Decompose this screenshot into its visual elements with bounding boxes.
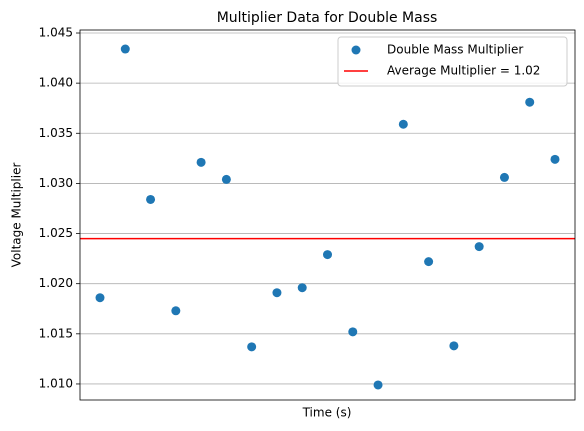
point bbox=[297, 283, 307, 293]
y-tick-label: 1.045 bbox=[39, 26, 73, 40]
point bbox=[550, 154, 560, 164]
y-tick-label: 1.015 bbox=[39, 326, 73, 340]
legend-label: Average Multiplier = 1.02 bbox=[387, 64, 540, 78]
point bbox=[120, 44, 130, 54]
y-tick-label: 1.010 bbox=[39, 376, 73, 390]
point bbox=[373, 380, 383, 390]
point bbox=[525, 97, 535, 107]
point bbox=[348, 327, 358, 337]
point bbox=[398, 119, 408, 129]
point bbox=[146, 194, 156, 204]
y-axis-label: Voltage Multiplier bbox=[10, 163, 24, 268]
point bbox=[323, 250, 332, 260]
point bbox=[272, 288, 282, 298]
axes-frame bbox=[79, 29, 576, 401]
point bbox=[247, 342, 257, 352]
chart-title: Multiplier Data for Double Mass bbox=[217, 10, 438, 26]
point bbox=[95, 293, 105, 303]
y-tick-label: 1.020 bbox=[39, 276, 73, 290]
legend-label: Double Mass Multiplier bbox=[387, 43, 523, 57]
legend-marker bbox=[351, 45, 361, 55]
y-tick-label: 1.035 bbox=[39, 126, 73, 140]
y-tick-label: 1.030 bbox=[39, 176, 73, 190]
point bbox=[196, 157, 206, 167]
y-tick-label: 1.040 bbox=[39, 76, 73, 90]
point bbox=[424, 257, 434, 267]
legend-box bbox=[337, 36, 568, 87]
point bbox=[221, 174, 231, 184]
y-tick-label: 1.025 bbox=[39, 226, 73, 240]
x-axis-label: Time (s) bbox=[302, 406, 352, 420]
point bbox=[499, 172, 509, 182]
point bbox=[474, 242, 484, 252]
point bbox=[449, 341, 459, 351]
point bbox=[171, 306, 181, 316]
